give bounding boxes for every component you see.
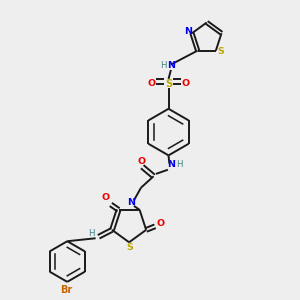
- Text: N: N: [184, 27, 192, 36]
- Text: H: H: [160, 61, 166, 70]
- Text: H: H: [88, 229, 95, 238]
- Text: O: O: [102, 194, 110, 202]
- Text: N: N: [167, 61, 175, 70]
- Text: Br: Br: [61, 285, 73, 295]
- Text: H: H: [176, 160, 182, 169]
- Text: O: O: [156, 218, 164, 227]
- Text: N: N: [167, 160, 175, 169]
- Text: O: O: [182, 79, 190, 88]
- Text: O: O: [147, 79, 155, 88]
- Text: S: S: [165, 79, 172, 89]
- Text: S: S: [126, 243, 133, 252]
- Text: N: N: [128, 198, 136, 207]
- Text: S: S: [217, 47, 224, 56]
- Text: O: O: [138, 158, 146, 166]
